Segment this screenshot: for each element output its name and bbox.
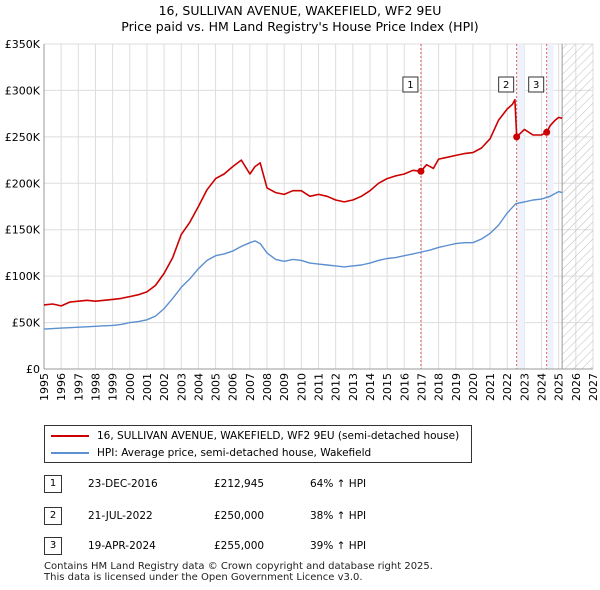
annotation-badge: 1 bbox=[44, 475, 62, 493]
y-tick-label: £300K bbox=[5, 84, 41, 97]
x-tick-label: 2002 bbox=[158, 373, 171, 401]
legend-label-property: 16, SULLIVAN AVENUE, WAKEFIELD, WF2 9EU … bbox=[97, 430, 460, 442]
annotation-date: 19-APR-2024 bbox=[88, 540, 156, 552]
annotation-row-2: 2 21-JUL-2022 £250,000 38% ↑ HPI bbox=[44, 506, 444, 526]
sale-point bbox=[513, 133, 521, 141]
property-price-line bbox=[43, 98, 563, 307]
x-tick-label: 2023 bbox=[518, 373, 531, 401]
legend-label-hpi: HPI: Average price, semi-detached house,… bbox=[97, 447, 372, 459]
x-tick-label: 1999 bbox=[107, 373, 120, 401]
annotation-badge: 2 bbox=[44, 507, 62, 525]
x-tick-label: 2007 bbox=[244, 373, 257, 401]
x-tick-label: 2018 bbox=[433, 373, 446, 401]
y-tick-label: £350K bbox=[5, 38, 41, 51]
x-tick-label: 2011 bbox=[313, 373, 326, 401]
sale-label-box bbox=[498, 76, 515, 93]
x-tick-label: 2017 bbox=[415, 373, 428, 401]
sale-band bbox=[546, 44, 554, 369]
annotation-price: £212,945 bbox=[214, 478, 265, 490]
legend: 16, SULLIVAN AVENUE, WAKEFIELD, WF2 9EU … bbox=[44, 425, 472, 463]
x-tick-label: 2025 bbox=[553, 373, 566, 401]
annotation-row-3: 3 19-APR-2024 £255,000 39% ↑ HPI bbox=[44, 536, 444, 556]
annotation-hpi: 38% ↑ HPI bbox=[310, 510, 367, 522]
legend-item-property: 16, SULLIVAN AVENUE, WAKEFIELD, WF2 9EU … bbox=[51, 428, 459, 444]
footer-license: This data is licensed under the Open Gov… bbox=[44, 572, 363, 583]
legend-swatch-hpi bbox=[51, 452, 89, 454]
x-tick-label: 2006 bbox=[227, 373, 240, 401]
y-tick-label: £150K bbox=[5, 224, 41, 237]
x-tick-label: 2013 bbox=[347, 373, 360, 401]
x-tick-label: 2001 bbox=[141, 373, 154, 401]
footer: Contains HM Land Registry data © Crown c… bbox=[44, 561, 433, 583]
sale-label-box bbox=[528, 76, 545, 93]
future-region bbox=[562, 44, 593, 369]
annotation-date: 23-DEC-2016 bbox=[88, 478, 158, 490]
chart-subtitle: Price paid vs. HM Land Registry's House … bbox=[121, 19, 479, 34]
x-tick-label: 2022 bbox=[501, 373, 514, 401]
x-tick-label: 2012 bbox=[330, 373, 343, 401]
legend-item-hpi: HPI: Average price, semi-detached house,… bbox=[51, 445, 371, 461]
sale-label: 1 bbox=[407, 80, 413, 91]
x-tick-label: 1998 bbox=[89, 373, 102, 401]
footer-copyright: Contains HM Land Registry data © Crown c… bbox=[44, 561, 433, 572]
annotation-price: £255,000 bbox=[214, 540, 265, 552]
x-tick-label: 2027 bbox=[587, 373, 600, 401]
y-tick-label: £50K bbox=[12, 317, 41, 330]
legend-swatch-property bbox=[51, 435, 89, 437]
x-tick-label: 2015 bbox=[381, 373, 394, 401]
x-tick-label: 2000 bbox=[124, 373, 137, 401]
sale-band bbox=[516, 44, 525, 369]
y-tick-label: £250K bbox=[5, 131, 41, 144]
chart-title: 16, SULLIVAN AVENUE, WAKEFIELD, WF2 9EU bbox=[158, 3, 442, 18]
sale-label-box bbox=[402, 76, 419, 93]
sale-label: 3 bbox=[533, 80, 539, 91]
x-tick-label: 2024 bbox=[536, 373, 549, 401]
annotation-hpi: 64% ↑ HPI bbox=[310, 478, 367, 490]
x-tick-label: 2009 bbox=[278, 373, 291, 401]
annotation-row-1: 1 23-DEC-2016 £212,945 64% ↑ HPI bbox=[44, 474, 444, 494]
y-tick-label: £100K bbox=[5, 270, 41, 283]
x-tick-label: 1996 bbox=[55, 373, 68, 401]
y-tick-label: £0 bbox=[26, 363, 40, 376]
x-tick-label: 2003 bbox=[175, 373, 188, 401]
x-tick-label: 2021 bbox=[484, 373, 497, 401]
x-tick-label: 2014 bbox=[364, 373, 377, 401]
sale-point bbox=[543, 128, 551, 136]
annotation-badge: 3 bbox=[44, 537, 62, 555]
hpi-line bbox=[43, 190, 563, 330]
x-tick-label: 2016 bbox=[398, 373, 411, 401]
y-tick-label: £200K bbox=[5, 177, 41, 190]
sale-point bbox=[417, 167, 425, 175]
x-tick-label: 1997 bbox=[72, 373, 85, 401]
sale-label: 2 bbox=[503, 80, 509, 91]
x-tick-label: 2020 bbox=[467, 373, 480, 401]
x-tick-label: 2004 bbox=[192, 373, 205, 401]
x-tick-label: 2019 bbox=[450, 373, 463, 401]
x-tick-label: 2008 bbox=[261, 373, 274, 401]
x-tick-label: 2005 bbox=[210, 373, 223, 401]
annotation-date: 21-JUL-2022 bbox=[88, 510, 153, 522]
annotation-hpi: 39% ↑ HPI bbox=[310, 540, 367, 552]
x-tick-label: 2010 bbox=[295, 373, 308, 401]
price-chart: £0 £50K £100K £150K £200K £250K £300K £350K 1995… bbox=[5, 38, 600, 401]
x-tick-label: 2026 bbox=[570, 373, 583, 401]
x-tick-label: 1995 bbox=[38, 373, 51, 401]
annotation-price: £250,000 bbox=[214, 510, 265, 522]
